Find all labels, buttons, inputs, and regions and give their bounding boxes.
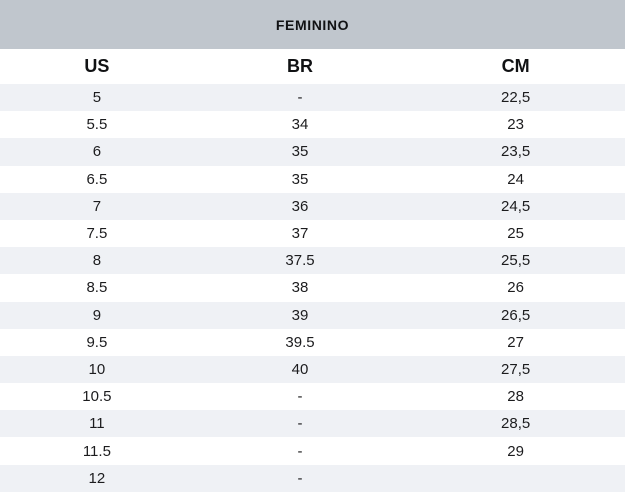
table-row: 9.5 39.5 27 [0,328,625,356]
table-row: 5.5 34 23 [0,111,625,139]
table-row: 8.5 38 26 [0,274,625,302]
table-cell: - [297,442,303,460]
table-cell: 10 [88,360,106,378]
table-cell: 5 [92,89,102,107]
table-cell: 36 [291,197,309,215]
table-cell: 9 [92,306,102,324]
table-cell: 9.5 [86,333,108,351]
table-row: 12 - [0,464,625,492]
column-header-us: US [0,49,194,84]
table-cell: 37.5 [285,252,315,270]
size-table: US BR CM 5 - 22,5 5.5 34 23 6 35 23,5 6.5 35 24 7 36 2… [0,49,625,492]
table-cell: 37 [291,225,309,243]
table-cell: 29 [507,442,524,460]
table-cell: - [297,89,303,107]
table-row: 6.5 35 24 [0,165,625,193]
table-cell: 8.5 [86,279,108,297]
table-cell: 35 [291,170,309,188]
table-cell: 28,5 [501,415,531,433]
table-cell: 7 [92,197,102,215]
table-cell: 34 [291,116,309,134]
table-cell: 8 [92,252,102,270]
table-cell: 39 [291,306,309,324]
table-row: 11.5 - 29 [0,437,625,465]
table-title-bar: FEMININO [0,0,625,49]
table-row: 11 - 28,5 [0,410,625,438]
table-cell: 27 [507,333,524,351]
table-row: 7.5 37 25 [0,219,625,248]
header-row: US BR CM [0,49,625,84]
table-row: 10.5 - 28 [0,383,625,411]
table-cell: 24 [507,170,524,188]
table-cell: 26,5 [501,306,531,324]
table-row: 8 37.5 25,5 [0,247,625,275]
table-cell: 23 [507,116,524,134]
table-cell: 10.5 [82,388,112,406]
table-cell: - [297,415,303,433]
table-cell: 5.5 [86,116,108,134]
table-cell: 6 [92,143,102,161]
table-cell: 28 [507,388,524,406]
table-cell: 11.5 [82,442,111,460]
table-row: 5 - 22,5 [0,84,625,112]
table-title: FEMININO [275,16,350,33]
size-table-body: 5 - 22,5 5.5 34 23 6 35 23,5 6.5 35 24 7 36 24,5 7.5 37 2… [0,84,625,492]
table-cell: 6.5 [86,170,108,188]
table-cell: 39.5 [285,333,315,351]
table-cell: 35 [291,143,309,161]
table-cell: 25 [507,225,524,243]
table-cell: 24,5 [501,197,531,215]
table-cell: 7.5 [86,225,108,243]
size-table-head: US BR CM [0,49,625,84]
table-cell: 27,5 [501,360,531,378]
column-header-br: BR [193,49,407,84]
table-cell [406,465,625,492]
table-cell: - [297,469,303,487]
table-row: 7 36 24,5 [0,192,625,220]
table-row: 9 39 26,5 [0,301,625,329]
table-row: 10 40 27,5 [0,355,625,384]
table-cell: 22,5 [501,89,531,107]
table-cell: 12 [88,469,106,487]
table-cell: 11 [89,415,105,433]
table-cell: 25,5 [501,252,531,270]
table-cell: 23,5 [501,143,531,161]
table-cell: 26 [507,279,524,297]
table-cell: 38 [291,279,309,297]
table-cell: 40 [291,360,309,378]
table-cell: - [297,388,303,406]
column-header-cm: CM [406,49,625,84]
table-row: 6 35 23,5 [0,138,625,166]
